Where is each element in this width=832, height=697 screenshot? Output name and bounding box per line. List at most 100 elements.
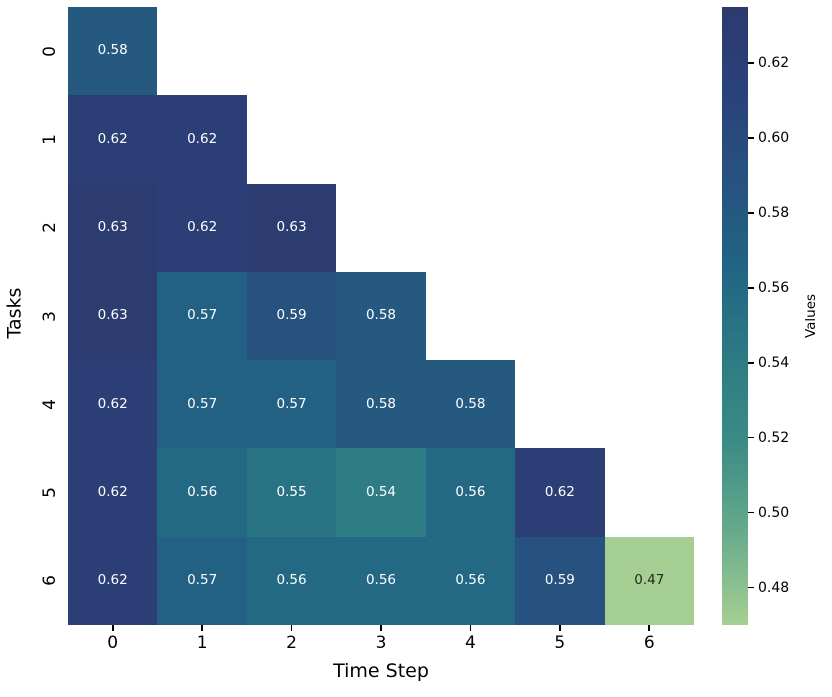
colorbar-tick-mark xyxy=(748,586,754,589)
heatmap-cell: 0.62 xyxy=(68,95,158,184)
colorbar xyxy=(722,7,748,625)
heatmap-cell: 0.62 xyxy=(68,360,158,449)
y-axis-label-text: Tasks xyxy=(3,287,25,338)
heatmap-cell-value: 0.62 xyxy=(97,483,128,500)
y-axis-tick: 0 xyxy=(28,42,61,60)
heatmap-cell: 0.58 xyxy=(68,7,158,96)
heatmap-cell-value: 0.63 xyxy=(97,218,128,235)
heatmap-cell-value: 0.57 xyxy=(276,395,307,412)
y-axis-tick: 6 xyxy=(28,572,61,590)
x-axis-tick-mark xyxy=(111,625,114,631)
heatmap-cell-value: 0.58 xyxy=(365,395,397,412)
x-axis-tick-mark xyxy=(648,625,651,631)
x-axis-tick-mark xyxy=(201,625,203,631)
heatmap-cell-value: 0.59 xyxy=(276,307,307,324)
heatmap-cell-value: 0.56 xyxy=(365,572,397,589)
heatmap-cell: 0.59 xyxy=(515,536,605,625)
colorbar-tick-mark xyxy=(748,362,754,364)
heatmap-cell-value: 0.56 xyxy=(455,483,486,500)
x-axis-tick-mark xyxy=(290,625,293,631)
colorbar-tick-mark xyxy=(748,212,754,214)
y-axis-tick-text: 4 xyxy=(40,398,61,410)
heatmap-cell-value: 0.62 xyxy=(187,218,218,235)
y-axis-tick-text: 1 xyxy=(40,134,61,145)
x-axis-tick: 2 xyxy=(286,633,297,653)
colorbar-label: Values xyxy=(796,7,826,625)
heatmap-cell-value: 0.56 xyxy=(455,572,486,589)
colorbar-gradient xyxy=(722,7,748,625)
heatmap-cell: 0.58 xyxy=(425,360,516,449)
x-axis-tick-mark xyxy=(559,625,561,631)
heatmap-cell: 0.62 xyxy=(68,448,158,537)
heatmap-cell: 0.56 xyxy=(157,448,247,537)
heatmap-cell-value: 0.57 xyxy=(187,307,218,324)
heatmap-cell: 0.63 xyxy=(68,271,158,361)
heatmap-cell-value: 0.58 xyxy=(365,307,397,324)
y-axis-tick-text: 6 xyxy=(40,575,61,587)
x-axis-tick: 0 xyxy=(107,633,119,653)
x-axis-tick: 6 xyxy=(643,633,655,653)
heatmap-cell: 0.56 xyxy=(246,536,337,625)
heatmap-cell-value: 0.62 xyxy=(97,130,128,147)
heatmap-cell-value: 0.57 xyxy=(187,572,218,589)
heatmap-cell: 0.56 xyxy=(336,536,426,625)
heatmap-cell: 0.58 xyxy=(336,360,426,449)
colorbar-tick-mark xyxy=(748,511,754,514)
y-axis-label: Tasks xyxy=(0,0,28,625)
heatmap-cell: 0.56 xyxy=(425,448,516,537)
y-axis-tick: 4 xyxy=(28,395,61,413)
heatmap-cell-value: 0.63 xyxy=(97,307,128,324)
heatmap-cell-value: 0.54 xyxy=(365,483,397,500)
x-axis-tick-mark xyxy=(469,625,472,631)
x-axis-tick: 1 xyxy=(196,633,208,653)
heatmap-cell: 0.59 xyxy=(246,271,337,361)
heatmap-cell: 0.54 xyxy=(336,448,426,537)
colorbar-tick: 0.52 xyxy=(758,429,790,446)
heatmap-cell-value: 0.57 xyxy=(187,395,218,412)
heatmap-cell-value: 0.63 xyxy=(276,218,307,235)
colorbar-tick-mark xyxy=(748,287,754,289)
heatmap-cell: 0.62 xyxy=(515,448,605,537)
heatmap-cell-value: 0.62 xyxy=(97,572,128,589)
heatmap-cell: 0.56 xyxy=(425,536,516,625)
colorbar-tick-mark xyxy=(748,137,754,139)
y-axis-tick-text: 0 xyxy=(40,45,61,57)
heatmap-cell: 0.47 xyxy=(604,536,694,625)
heatmap-cell-value: 0.62 xyxy=(187,130,218,147)
colorbar-tick: 0.60 xyxy=(758,130,790,147)
y-axis-tick-text: 5 xyxy=(40,487,61,498)
y-axis-tick-labels: 0 1 2 3 4 5 6 xyxy=(28,7,94,625)
heatmap-cell-value: 0.47 xyxy=(634,572,665,589)
y-axis-tick: 2 xyxy=(28,219,61,237)
heatmap-cell-value: 0.59 xyxy=(544,572,575,589)
heatmap-cell-value: 0.56 xyxy=(187,483,218,500)
y-axis-tick-text: 3 xyxy=(40,310,61,322)
heatmap-cell: 0.63 xyxy=(68,183,158,272)
heatmap-cell: 0.62 xyxy=(68,536,158,625)
y-axis-tick: 5 xyxy=(28,484,61,502)
heatmap-cell: 0.57 xyxy=(157,271,247,361)
y-axis-tick: 3 xyxy=(28,307,61,325)
x-axis-tick: 3 xyxy=(375,633,387,653)
colorbar-tick-mark xyxy=(748,62,754,64)
colorbar-tick-mark xyxy=(748,437,754,439)
heatmap-grid: 0.58 0.62 0.62 0.63 0.62 0.63 0.63 0.57 0.59 0.58… xyxy=(68,7,694,625)
colorbar-tick: 0.62 xyxy=(758,55,790,72)
colorbar-tick: 0.54 xyxy=(758,354,790,371)
x-axis-tick: 4 xyxy=(465,633,476,653)
heatmap-cell-value: 0.62 xyxy=(544,483,575,500)
colorbar-tick: 0.50 xyxy=(758,504,790,521)
heatmap-cell: 0.55 xyxy=(246,448,337,537)
heatmap-cell: 0.62 xyxy=(157,95,247,184)
heatmap-cell: 0.57 xyxy=(157,360,247,449)
heatmap-cell-value: 0.56 xyxy=(276,572,307,589)
y-axis-tick: 1 xyxy=(28,130,61,148)
x-axis-tick-labels: 0 1 2 3 4 5 6 xyxy=(68,625,694,659)
colorbar-tick: 0.48 xyxy=(758,579,790,596)
heatmap-cell-value: 0.58 xyxy=(97,42,128,59)
heatmap-cell: 0.57 xyxy=(246,360,337,449)
y-axis-tick-text: 2 xyxy=(40,222,61,234)
heatmap-cell: 0.63 xyxy=(246,183,337,272)
colorbar-tick: 0.58 xyxy=(758,205,790,221)
